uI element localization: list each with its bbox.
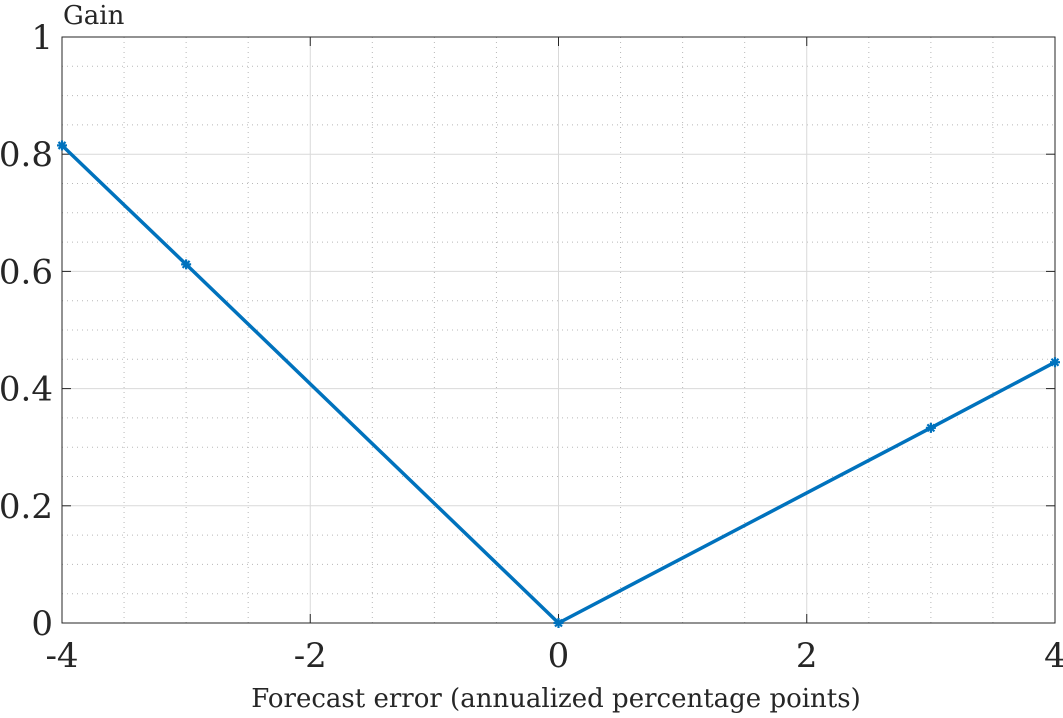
y-tick-labels: 0 0.2 0.4 0.6 0.8 1 <box>0 18 53 644</box>
y-tick-label: 0 <box>31 604 53 644</box>
y-axis-title: Gain <box>63 1 125 31</box>
data-point-marker <box>181 259 192 270</box>
series-layer <box>57 140 1060 628</box>
grid <box>61 36 1056 624</box>
data-point-marker <box>57 140 67 151</box>
x-tick-labels: -4 -2 0 2 4 <box>45 636 1063 676</box>
data-point-marker <box>925 422 936 433</box>
data-point-marker <box>1050 357 1060 368</box>
x-tick-label: -4 <box>45 636 78 676</box>
x-tick-label: 2 <box>796 636 818 676</box>
y-tick-label: 0.4 <box>0 370 53 410</box>
data-point-marker <box>553 618 564 628</box>
y-tick-label: 1 <box>31 18 53 58</box>
y-tick-label: 0.6 <box>0 252 53 292</box>
x-tick-label: 0 <box>548 636 570 676</box>
x-tick-label: 4 <box>1044 636 1063 676</box>
y-tick-label: 0.2 <box>0 487 53 527</box>
y-tick-label: 0.8 <box>0 135 53 175</box>
x-axis-title: Forecast error (annualized percentage po… <box>251 684 861 714</box>
x-tick-label: -2 <box>294 636 327 676</box>
